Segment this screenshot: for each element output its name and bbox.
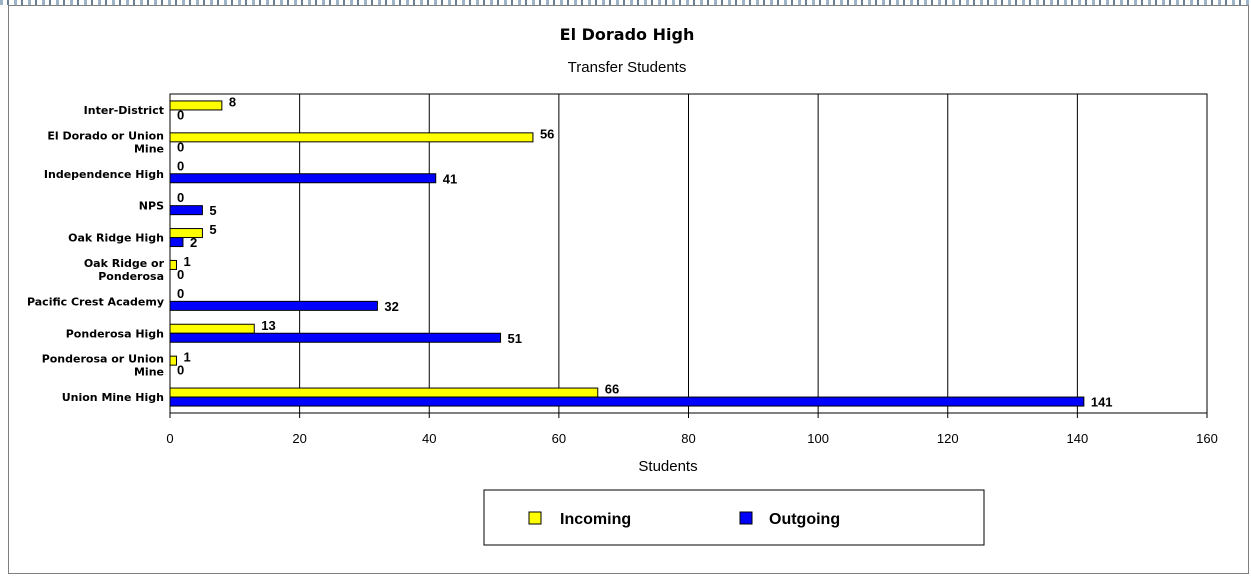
bar-outgoing xyxy=(169,332,502,343)
data-label-outgoing: 2 xyxy=(190,235,197,250)
legend-swatch-incoming xyxy=(528,511,542,525)
bars xyxy=(169,100,1085,407)
bar-incoming xyxy=(169,323,255,334)
data-label-incoming: 56 xyxy=(540,126,554,141)
bar-incoming xyxy=(169,100,223,111)
bar-outgoing xyxy=(169,300,378,311)
gridlines xyxy=(299,94,1078,413)
data-label-outgoing: 0 xyxy=(177,107,184,122)
category-label: Oak Ridge High xyxy=(68,232,164,245)
data-label-outgoing: 5 xyxy=(209,203,216,218)
bar-outgoing xyxy=(169,237,184,248)
legend-box xyxy=(483,489,985,546)
data-label-outgoing: 41 xyxy=(443,171,457,186)
data-label-incoming: 0 xyxy=(177,190,184,205)
data-label-incoming: 1 xyxy=(183,350,190,365)
legend-label-incoming: Incoming xyxy=(560,511,631,528)
data-label-outgoing: 0 xyxy=(177,267,184,282)
x-axis-ticks: 0 20 40 60 80 100 120 140 160 xyxy=(166,413,1218,446)
bar-outgoing xyxy=(169,173,437,184)
data-label-incoming: 8 xyxy=(229,94,236,109)
x-tick-label: 120 xyxy=(937,431,959,446)
x-tick-label: 140 xyxy=(1067,431,1089,446)
bar-incoming xyxy=(169,132,534,143)
legend-label-outgoing: Outgoing xyxy=(769,511,840,528)
category-label: Oak Ridge or xyxy=(84,257,165,270)
x-tick-label: 100 xyxy=(807,431,829,446)
top-edge-strip xyxy=(0,0,1251,5)
x-tick-label: 80 xyxy=(681,431,695,446)
x-tick-label: 160 xyxy=(1196,431,1218,446)
chart-title: El Dorado High xyxy=(560,25,695,44)
bar-outgoing xyxy=(169,205,203,216)
legend-swatch-outgoing xyxy=(739,511,753,525)
category-label: El Dorado or Union xyxy=(47,129,164,142)
x-tick-label: 20 xyxy=(292,431,306,446)
category-label: NPS xyxy=(139,200,164,213)
category-label: Independence High xyxy=(44,168,164,181)
legend: Incoming Outgoing xyxy=(483,489,985,546)
data-label-incoming: 66 xyxy=(605,382,619,397)
x-tick-label: 0 xyxy=(166,431,173,446)
data-label-incoming: 0 xyxy=(177,286,184,301)
data-label-outgoing: 0 xyxy=(177,139,184,154)
bar-incoming xyxy=(169,355,177,366)
x-tick-label: 60 xyxy=(552,431,566,446)
data-label-incoming: 0 xyxy=(177,158,184,173)
category-label: Pacific Crest Academy xyxy=(27,295,164,308)
category-label: Ponderosa High xyxy=(66,327,164,340)
category-label: Mine xyxy=(134,142,164,155)
data-label-incoming: 5 xyxy=(209,222,216,237)
chart-frame xyxy=(8,5,1249,574)
x-axis-label: Students xyxy=(638,458,697,475)
category-label: Ponderosa or Union xyxy=(42,353,164,366)
data-label-incoming: 13 xyxy=(261,318,275,333)
bar-outgoing xyxy=(169,396,1085,407)
bar-incoming xyxy=(169,228,203,239)
data-label-outgoing: 51 xyxy=(508,331,522,346)
x-tick-label: 40 xyxy=(422,431,436,446)
category-label: Ponderosa xyxy=(98,270,164,283)
data-label-outgoing: 32 xyxy=(384,299,398,314)
category-label: Union Mine High xyxy=(62,391,164,404)
data-label-incoming: 1 xyxy=(183,254,190,269)
bar-incoming xyxy=(169,259,177,270)
data-label-outgoing: 0 xyxy=(177,363,184,378)
bar-incoming xyxy=(169,387,599,398)
category-label: Mine xyxy=(134,366,164,379)
category-label: Inter-District xyxy=(84,104,164,117)
chart-subtitle: Transfer Students xyxy=(568,59,687,76)
data-label-outgoing: 141 xyxy=(1091,395,1113,410)
